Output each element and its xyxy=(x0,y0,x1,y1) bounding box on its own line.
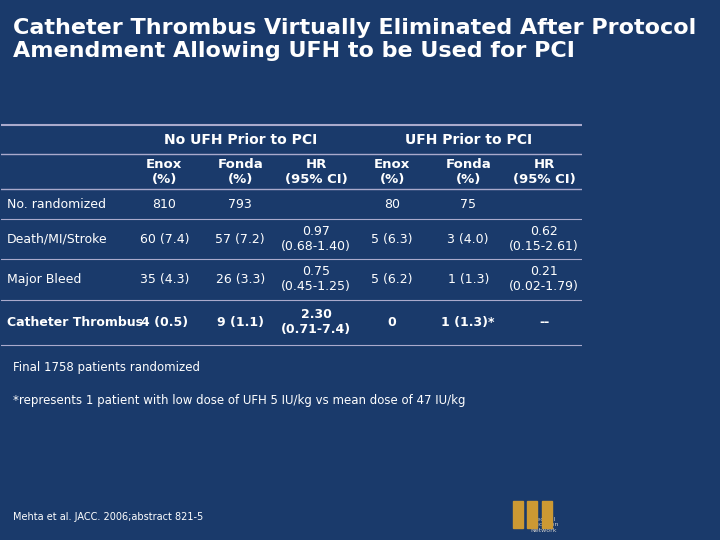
Bar xyxy=(541,501,552,528)
Text: No. randomized: No. randomized xyxy=(7,198,106,211)
Text: Mehta et al. JACC. 2006;abstract 821-5: Mehta et al. JACC. 2006;abstract 821-5 xyxy=(13,512,203,523)
Text: 57 (7.2): 57 (7.2) xyxy=(215,233,265,246)
Text: 810: 810 xyxy=(153,198,176,211)
Text: 0: 0 xyxy=(388,316,397,329)
Text: 9 (1.1): 9 (1.1) xyxy=(217,316,264,329)
Text: Major Bleed: Major Bleed xyxy=(7,273,81,286)
Text: Enox
(%): Enox (%) xyxy=(146,158,182,186)
Text: 1 (1.3): 1 (1.3) xyxy=(448,273,489,286)
Text: No UFH Prior to PCI: No UFH Prior to PCI xyxy=(163,133,317,147)
Text: HR
(95% CI): HR (95% CI) xyxy=(285,158,348,186)
Text: 1 (1.3)*: 1 (1.3)* xyxy=(441,316,495,329)
Text: 3 (4.0): 3 (4.0) xyxy=(447,233,489,246)
Text: 60 (7.4): 60 (7.4) xyxy=(140,233,189,246)
Text: 0.21
(0.02-1.79): 0.21 (0.02-1.79) xyxy=(509,265,579,293)
Text: HR
(95% CI): HR (95% CI) xyxy=(513,158,575,186)
Text: 5 (6.2): 5 (6.2) xyxy=(372,273,413,286)
Text: --: -- xyxy=(539,316,549,329)
Text: Medical
Education
Network: Medical Education Network xyxy=(528,517,559,533)
Text: 80: 80 xyxy=(384,198,400,211)
Text: Catheter Thrombus Virtually Eliminated After Protocol
Amendment Allowing UFH to : Catheter Thrombus Virtually Eliminated A… xyxy=(13,17,696,60)
Text: Catheter Thrombus: Catheter Thrombus xyxy=(7,316,143,329)
Text: Fonda
(%): Fonda (%) xyxy=(446,158,491,186)
Bar xyxy=(513,501,523,528)
Text: 5 (6.3): 5 (6.3) xyxy=(372,233,413,246)
Text: *represents 1 patient with low dose of UFH 5 IU/kg vs mean dose of 47 IU/kg: *represents 1 patient with low dose of U… xyxy=(13,394,466,407)
Text: Final 1758 patients randomized: Final 1758 patients randomized xyxy=(13,361,200,374)
Text: 35 (4.3): 35 (4.3) xyxy=(140,273,189,286)
Text: 0.75
(0.45-1.25): 0.75 (0.45-1.25) xyxy=(282,265,351,293)
Text: 75: 75 xyxy=(460,198,476,211)
Text: Enox
(%): Enox (%) xyxy=(374,158,410,186)
Text: 0.62
(0.15-2.61): 0.62 (0.15-2.61) xyxy=(509,225,579,253)
Text: 26 (3.3): 26 (3.3) xyxy=(215,273,265,286)
Text: Death/MI/Stroke: Death/MI/Stroke xyxy=(7,233,108,246)
Text: 2.30
(0.71-7.4): 2.30 (0.71-7.4) xyxy=(282,308,351,336)
Text: 0.97
(0.68-1.40): 0.97 (0.68-1.40) xyxy=(282,225,351,253)
Text: UFH Prior to PCI: UFH Prior to PCI xyxy=(405,133,532,147)
Bar xyxy=(527,501,537,528)
Text: Fonda
(%): Fonda (%) xyxy=(217,158,263,186)
Text: 793: 793 xyxy=(228,198,252,211)
Text: 4 (0.5): 4 (0.5) xyxy=(140,316,188,329)
